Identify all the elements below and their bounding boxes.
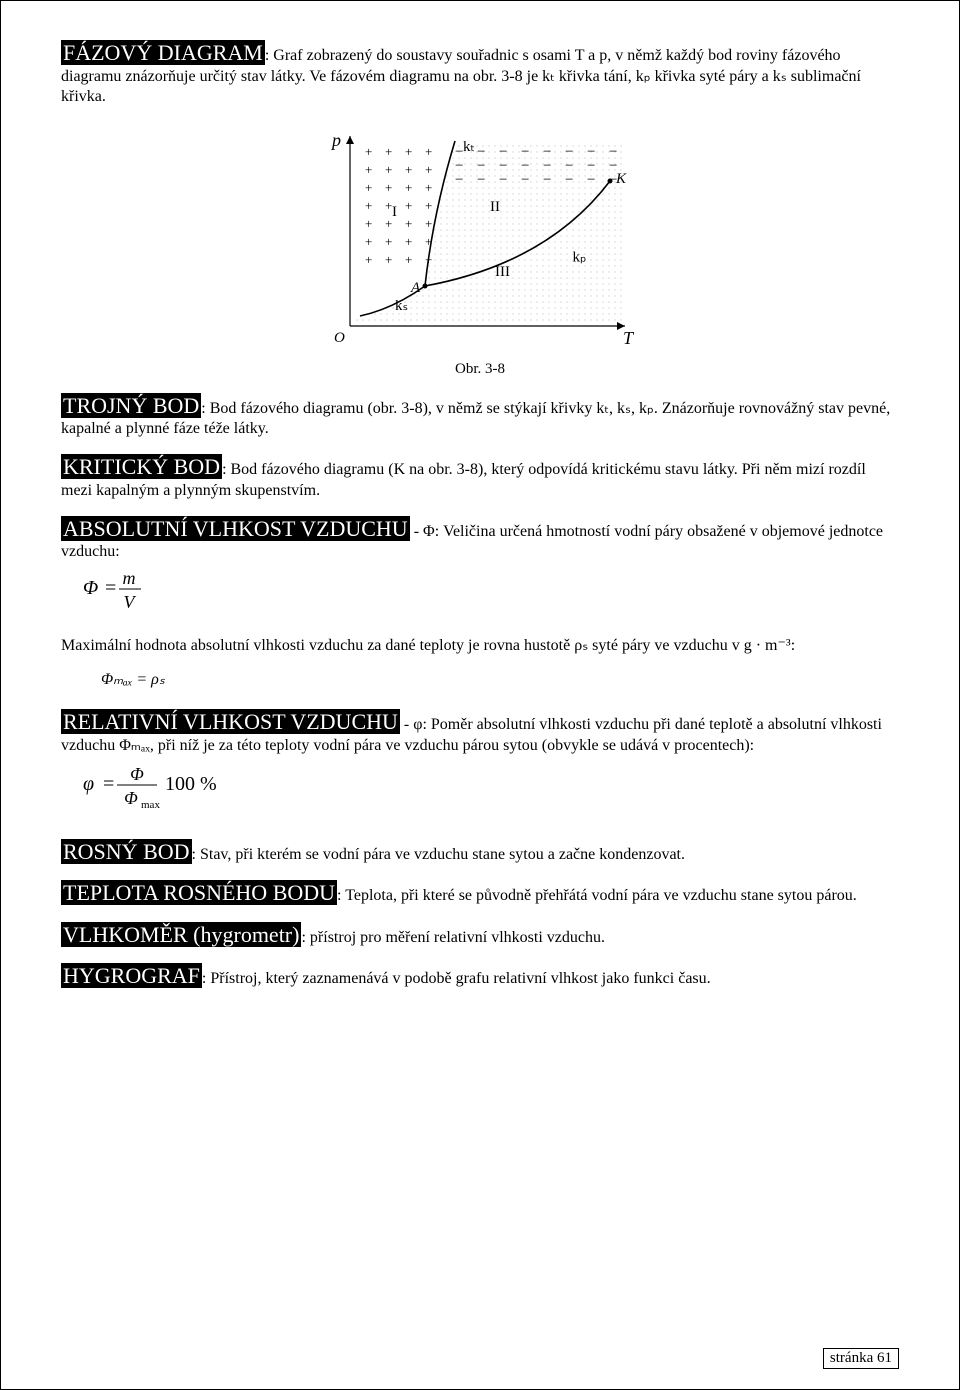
- svg-text:Φ: Φ: [124, 788, 138, 808]
- svg-text:+: +: [365, 252, 372, 267]
- figure-caption: Obr. 3-8: [61, 361, 899, 378]
- def-hygrograf: : Přístroj, který zaznamenává v podobě g…: [202, 970, 711, 987]
- svg-text:+: +: [405, 162, 412, 177]
- svg-text:+: +: [365, 234, 372, 249]
- term-rosny-bod: ROSNÝ BOD: [61, 839, 192, 864]
- svg-text:=: =: [103, 773, 114, 795]
- svg-text:O: O: [334, 330, 345, 346]
- svg-text:K: K: [615, 171, 627, 187]
- svg-text:−: −: [477, 172, 485, 188]
- svg-text:+: +: [425, 198, 432, 213]
- phase-diagram-figure: ++++++++++++++++++++++++++++−−−−−−−−−−−−…: [61, 121, 899, 351]
- svg-text:kₚ: kₚ: [573, 249, 587, 265]
- svg-text:+: +: [425, 180, 432, 195]
- svg-text:+: +: [385, 144, 392, 159]
- para-teplota-rosneho-bodu: TEPLOTA ROSNÉHO BODU: Teplota, při které…: [61, 879, 899, 907]
- svg-text:+: +: [365, 216, 372, 231]
- svg-text:+: +: [385, 162, 392, 177]
- svg-text:+: +: [385, 180, 392, 195]
- term-absolutni-vlhkost: ABSOLUTNÍ VLHKOST VZDUCHU: [61, 516, 410, 541]
- svg-text:p: p: [330, 130, 341, 150]
- formula-phimax-text: Φₘₐₓ = ρₛ: [101, 671, 165, 688]
- term-hygrograf: HYGROGRAF: [61, 963, 202, 988]
- formula-relhum-wrap: φ = ΦΦmax 100 %: [79, 758, 899, 810]
- svg-text:+: +: [365, 198, 372, 213]
- term-teplota-rosneho-bodu: TEPLOTA ROSNÉHO BODU: [61, 880, 337, 905]
- svg-text:max: max: [141, 799, 160, 810]
- formula-phi-wrap: Φ = mV: [79, 564, 899, 612]
- svg-text:+: +: [385, 252, 392, 267]
- svg-text:−: −: [521, 172, 529, 188]
- para-trojny-bod: TROJNÝ BOD: Bod fázového diagramu (obr. …: [61, 392, 899, 440]
- term-fazovy-diagram: FÁZOVÝ DIAGRAM: [61, 40, 265, 65]
- svg-text:V: V: [124, 592, 137, 612]
- svg-text:m: m: [123, 568, 136, 588]
- formula-relhum-svg: φ = ΦΦmax 100 %: [79, 758, 249, 810]
- para-fazovy-diagram: FÁZOVÝ DIAGRAM: Graf zobrazený do sousta…: [61, 39, 899, 107]
- svg-text:+: +: [405, 216, 412, 231]
- document-page: FÁZOVÝ DIAGRAM: Graf zobrazený do sousta…: [0, 0, 960, 1390]
- phase-diagram-svg: ++++++++++++++++++++++++++++−−−−−−−−−−−−…: [320, 121, 640, 351]
- para-rosny-bod: ROSNÝ BOD: Stav, při kterém se vodní pár…: [61, 838, 899, 866]
- term-relativni-vlhkost: RELATIVNÍ VLHKOST VZDUCHU: [61, 709, 400, 734]
- page-number: stránka 61: [823, 1348, 899, 1369]
- svg-text:A: A: [410, 280, 421, 296]
- para-hygrograf: HYGROGRAF: Přístroj, který zaznamenává v…: [61, 962, 899, 990]
- svg-text:+: +: [425, 162, 432, 177]
- para-absolutni-vlhkost: ABSOLUTNÍ VLHKOST VZDUCHU - Φ: Veličina …: [61, 515, 899, 563]
- formula-phimax: Φₘₐₓ = ρₛ: [101, 670, 899, 690]
- svg-text:+: +: [405, 198, 412, 213]
- svg-text:=: =: [105, 577, 116, 599]
- svg-text:+: +: [405, 180, 412, 195]
- svg-text:III: III: [495, 264, 510, 280]
- svg-text:+: +: [425, 216, 432, 231]
- svg-text:kₜ: kₜ: [463, 139, 475, 155]
- svg-text:+: +: [365, 144, 372, 159]
- svg-text:100 %: 100 %: [165, 773, 217, 795]
- term-kriticky-bod: KRITICKÝ BOD: [61, 454, 222, 479]
- svg-text:φ: φ: [83, 773, 94, 795]
- svg-text:+: +: [365, 180, 372, 195]
- svg-text:−: −: [543, 172, 551, 188]
- def-rosny-bod: : Stav, při kterém se vodní pára ve vzdu…: [192, 846, 685, 863]
- svg-text:+: +: [385, 234, 392, 249]
- svg-text:+: +: [425, 144, 432, 159]
- svg-text:kₛ: kₛ: [395, 298, 408, 314]
- svg-text:+: +: [405, 252, 412, 267]
- svg-text:−: −: [587, 172, 595, 188]
- svg-text:−: −: [499, 172, 507, 188]
- svg-text:Φ: Φ: [130, 764, 144, 784]
- formula-phi-svg: Φ = mV: [79, 564, 169, 612]
- para-vlhkomer: VLHKOMĚR (hygrometr): přístroj pro měřen…: [61, 921, 899, 949]
- svg-text:Φ: Φ: [83, 577, 98, 599]
- svg-text:−: −: [455, 172, 463, 188]
- para-kriticky-bod: KRITICKÝ BOD: Bod fázového diagramu (K n…: [61, 453, 899, 501]
- para-relativni-vlhkost: RELATIVNÍ VLHKOST VZDUCHU - φ: Poměr abs…: [61, 708, 899, 756]
- svg-text:I: I: [392, 204, 397, 220]
- term-trojny-bod: TROJNÝ BOD: [61, 393, 201, 418]
- para-max-humidity: Maximální hodnota absolutní vlhkosti vzd…: [61, 636, 899, 656]
- term-vlhkomer: VLHKOMĚR (hygrometr): [61, 922, 301, 947]
- def-teplota-rosneho-bodu: : Teplota, při které se původně přehřátá…: [337, 887, 857, 904]
- svg-text:+: +: [405, 144, 412, 159]
- svg-text:−: −: [565, 172, 573, 188]
- svg-text:+: +: [365, 162, 372, 177]
- svg-text:II: II: [490, 199, 500, 215]
- def-vlhkomer: : přístroj pro měření relativní vlhkosti…: [301, 929, 605, 946]
- svg-text:+: +: [405, 234, 412, 249]
